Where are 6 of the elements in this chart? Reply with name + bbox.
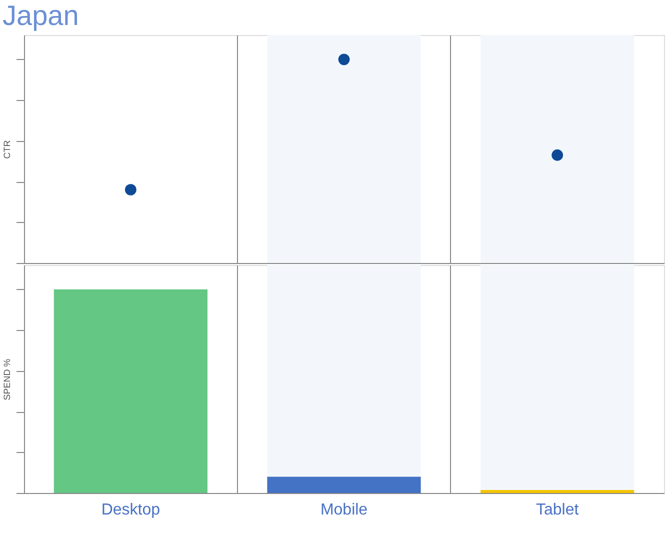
y-axis-title: SPEND % bbox=[2, 358, 12, 400]
chart-title: Japan bbox=[2, 0, 79, 31]
x-tick-label: Desktop bbox=[101, 502, 160, 518]
y-axis-title: CTR bbox=[2, 140, 12, 159]
x-tick-label: Mobile bbox=[320, 502, 368, 518]
x-tick-label: Tablet bbox=[536, 502, 580, 518]
